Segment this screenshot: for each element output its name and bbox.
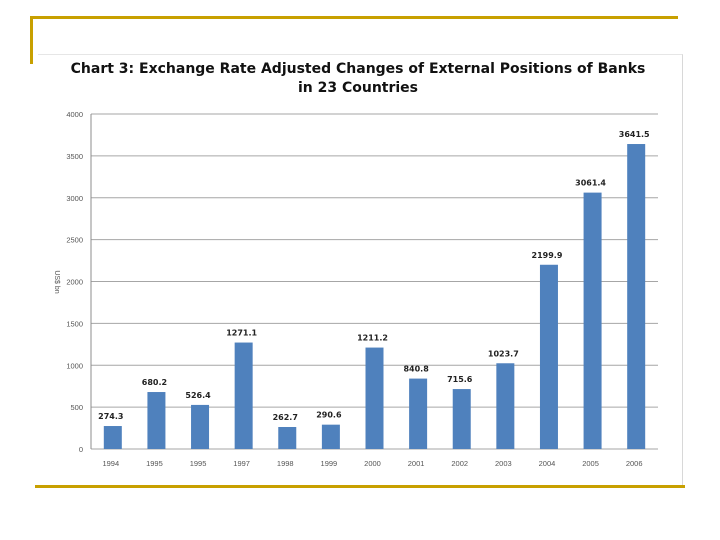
data-label-8: 715.6 — [447, 375, 473, 384]
x-tick-label-1: 1995 — [146, 459, 163, 468]
data-label-7: 840.8 — [403, 365, 429, 374]
slide-frame-top — [30, 16, 678, 19]
y-tick-label-0: 0 — [79, 445, 83, 454]
y-tick-label-3000: 3000 — [66, 194, 83, 203]
x-tick-label-10: 2004 — [539, 459, 556, 468]
x-tick-label-9: 2003 — [495, 459, 512, 468]
bar-11 — [583, 192, 602, 449]
y-tick-label-500: 500 — [70, 403, 83, 412]
x-tick-label-6: 2000 — [364, 459, 381, 468]
data-label-4: 262.7 — [273, 413, 298, 422]
x-tick-label-2: 1995 — [190, 459, 207, 468]
bar-1 — [147, 392, 166, 449]
x-tick-label-12: 2006 — [626, 459, 643, 468]
bar-3 — [234, 342, 253, 449]
chart-image-area — [38, 54, 683, 485]
data-label-10: 2199.9 — [532, 251, 563, 260]
bar-7 — [409, 378, 428, 449]
data-label-5: 290.6 — [316, 411, 342, 420]
y-tick-label-2000: 2000 — [66, 278, 83, 287]
bar-12 — [627, 144, 646, 450]
x-tick-label-4: 1998 — [277, 459, 294, 468]
y-axis-title: US$ bn — [53, 270, 60, 293]
chart-title-line-2: in 23 Countries — [297, 80, 419, 96]
data-label-3: 1271.1 — [226, 329, 257, 338]
y-tick-label-1000: 1000 — [66, 361, 83, 370]
data-label-12: 3641.5 — [619, 130, 650, 139]
x-tick-label-5: 1999 — [321, 459, 338, 468]
bar-5 — [321, 424, 340, 449]
y-tick-label-3500: 3500 — [66, 152, 83, 161]
bar-2 — [191, 404, 210, 449]
bar-0 — [103, 426, 122, 449]
x-tick-label-3: 1997 — [233, 459, 250, 468]
data-label-9: 1023.7 — [488, 349, 519, 358]
x-tick-label-7: 2001 — [408, 459, 425, 468]
bar-10 — [539, 264, 558, 449]
bar-4 — [278, 426, 297, 449]
data-label-1: 680.2 — [142, 378, 167, 387]
y-tick-label-1500: 1500 — [66, 319, 83, 328]
x-tick-label-0: 1994 — [102, 459, 119, 468]
chart-title: Chart 3: Exchange Rate Adjusted Changes … — [58, 60, 658, 98]
y-tick-label-2500: 2500 — [66, 236, 83, 245]
chart-title-line-1: Chart 3: Exchange Rate Adjusted Changes … — [70, 61, 646, 77]
data-label-11: 3061.4 — [575, 179, 606, 188]
y-tick-label-4000: 4000 — [66, 110, 83, 119]
bar-9 — [496, 363, 515, 449]
data-label-6: 1211.2 — [357, 334, 388, 343]
bar-6 — [365, 347, 384, 449]
data-label-0: 274.3 — [98, 412, 123, 421]
slide-frame-bottom — [35, 485, 685, 488]
x-tick-label-11: 2005 — [582, 459, 599, 468]
x-tick-label-8: 2002 — [451, 459, 468, 468]
bar-8 — [452, 389, 471, 449]
data-label-2: 526.4 — [185, 391, 211, 400]
slide-frame-left — [30, 16, 33, 64]
